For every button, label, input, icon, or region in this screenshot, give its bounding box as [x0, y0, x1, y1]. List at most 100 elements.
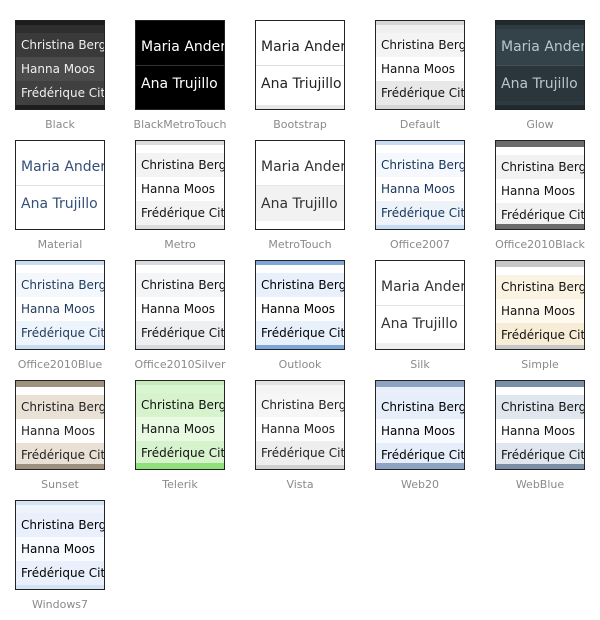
preview-row: Hanna Moos	[16, 419, 104, 443]
preview-row: Hanna Moos	[376, 419, 464, 443]
preview-row: Hanna Moos	[496, 419, 584, 443]
preview-row: Ana Triujillo	[256, 65, 344, 101]
preview-row: Frédérique Citea	[376, 81, 464, 105]
preview-row: Christina Berglu	[16, 395, 104, 419]
preview-row: Christina Berglu	[496, 395, 584, 419]
preview-row: Maria Anders	[256, 29, 344, 65]
preview-bottom-bar	[376, 463, 464, 469]
preview-row: Maria Anders	[16, 149, 104, 185]
skin-name-label: Vista	[286, 478, 314, 491]
skin-name-label: Bootstrap	[273, 118, 327, 131]
skin-name-label: Office2007	[389, 238, 451, 251]
skin-name-label: Black	[45, 118, 75, 131]
preview-row: Hanna Moos	[376, 57, 464, 81]
preview-row: Frédérique Citea	[16, 81, 104, 105]
skin-tile-glow[interactable]: Maria AndersAna Trujillo Glow	[480, 20, 600, 140]
preview-row: Ana Trujillo	[496, 65, 584, 101]
preview-row: Ana Trujillo	[256, 185, 344, 221]
preview-row: Christina Berglu	[376, 153, 464, 177]
skin-preview[interactable]: Maria AndersAna Trujillo	[255, 140, 345, 230]
skin-tile-silk[interactable]: Maria AndersAna Trujillo Silk	[360, 260, 480, 380]
skin-preview[interactable]: Maria AndersAna Trujillo	[495, 20, 585, 110]
preview-bottom-bar	[256, 465, 344, 469]
preview-bottom-bar	[496, 464, 584, 469]
skin-tile-metrotouch[interactable]: Maria AndersAna Trujillo MetroTouch	[240, 140, 360, 260]
skin-name-label: Office2010Black	[495, 238, 585, 251]
skin-tile-blackmetrotouch[interactable]: Maria AndersAna Trujillo BlackMetroTouch	[120, 20, 240, 140]
skin-tile-bootstrap[interactable]: Maria AndersAna Triujillo Bootstrap	[240, 20, 360, 140]
preview-row: Hanna Moos	[376, 177, 464, 201]
preview-row: Maria Anders	[136, 29, 224, 65]
skin-preview[interactable]: Maria AndersAna Trujillo	[375, 260, 465, 350]
preview-row: Frédérique Citea	[136, 201, 224, 225]
preview-bottom-bar	[256, 105, 344, 109]
preview-row: Frédérique Citea	[496, 323, 584, 347]
skin-preview[interactable]: Maria AndersAna Trujillo	[15, 140, 105, 230]
preview-row: Hanna Moos	[256, 297, 344, 321]
preview-row: Christina Berglu	[496, 155, 584, 179]
skin-name-label: Office2010Blue	[17, 358, 103, 371]
preview-row: Maria Anders	[376, 269, 464, 305]
preview-row: Ana Trujillo	[376, 305, 464, 341]
skin-name-label: Metro	[164, 238, 196, 251]
preview-row: Ana Trujillo	[136, 65, 224, 101]
preview-row: Christina Berglu	[136, 273, 224, 297]
preview-row: Christina Berglu	[16, 273, 104, 297]
preview-row: Frédérique Citea	[136, 321, 224, 345]
preview-top-bar	[16, 261, 104, 265]
skin-name-label: Office2010Silver	[134, 358, 226, 371]
skin-name-label: Material	[37, 238, 83, 251]
skin-preview[interactable]: Maria AndersAna Triujillo	[255, 20, 345, 110]
preview-row: Christina Berglu	[256, 273, 344, 297]
skin-name-label: Windows7	[31, 598, 89, 611]
skin-name-label: Default	[399, 118, 441, 131]
skin-preview[interactable]: Maria AndersAna Trujillo	[135, 20, 225, 110]
preview-row: Hanna Moos	[136, 417, 224, 441]
preview-top-bar	[136, 141, 224, 145]
preview-row: Maria Anders	[256, 149, 344, 185]
skin-tile-material[interactable]: Maria AndersAna Trujillo Material	[0, 140, 120, 260]
preview-top-bar	[16, 381, 104, 387]
skin-name-label: Outlook	[278, 358, 322, 371]
preview-bottom-bar	[376, 105, 464, 109]
preview-top-bar	[496, 141, 584, 147]
preview-row: Frédérique Citea	[256, 321, 344, 345]
preview-top-bar	[256, 261, 344, 265]
preview-top-bar	[376, 141, 464, 145]
skin-name-label: Simple	[521, 358, 559, 371]
preview-row: Hanna Moos	[16, 57, 104, 81]
preview-top-bar	[136, 261, 224, 265]
preview-top-bar	[496, 381, 584, 387]
preview-row: Hanna Moos	[136, 177, 224, 201]
